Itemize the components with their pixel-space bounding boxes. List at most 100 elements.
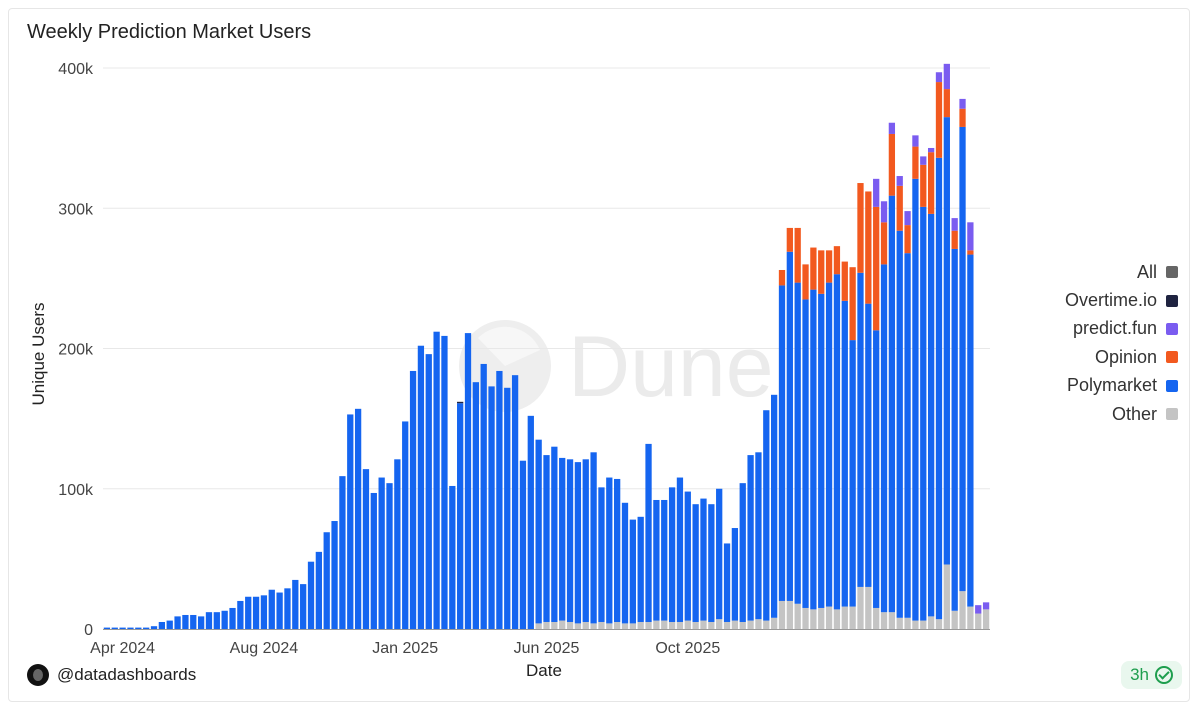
bar-opinion[interactable] (818, 250, 825, 294)
bar-polymarket[interactable] (221, 610, 228, 629)
bar-other[interactable] (668, 621, 676, 629)
bar-predict-fun[interactable] (982, 602, 990, 610)
bar-polymarket[interactable] (339, 476, 346, 629)
bar-other[interactable] (755, 619, 762, 629)
bar-polymarket[interactable] (700, 498, 707, 621)
bar-other[interactable] (614, 621, 621, 629)
bar-polymarket[interactable] (245, 596, 252, 629)
bar-polymarket[interactable] (755, 452, 762, 620)
bar-polymarket[interactable] (362, 469, 370, 629)
bar-other[interactable] (543, 621, 550, 629)
bar-opinion[interactable] (794, 227, 801, 283)
bar-polymarket[interactable] (472, 382, 479, 629)
bar-polymarket[interactable] (519, 460, 527, 629)
bar-other[interactable] (794, 603, 801, 629)
bar-other[interactable] (661, 620, 668, 629)
bar-polymarket[interactable] (150, 626, 158, 629)
bar-polymarket[interactable] (300, 584, 307, 629)
bar-polymarket[interactable] (433, 331, 440, 629)
bar-other[interactable] (849, 606, 856, 629)
bar-other[interactable] (723, 621, 731, 629)
bar-polymarket[interactable] (967, 254, 974, 607)
bar-polymarket[interactable] (197, 616, 205, 629)
bar-polymarket[interactable] (292, 579, 299, 629)
bar-polymarket[interactable] (865, 303, 872, 587)
bar-polymarket[interactable] (260, 595, 268, 629)
bar-polymarket[interactable] (504, 387, 511, 629)
bar-polymarket[interactable] (488, 386, 495, 629)
bar-other[interactable] (763, 620, 770, 629)
bar-other[interactable] (951, 610, 958, 629)
bar-other[interactable] (880, 612, 888, 629)
bar-polymarket[interactable] (119, 627, 126, 629)
bar-polymarket[interactable] (763, 410, 770, 621)
bar-other[interactable] (559, 620, 566, 629)
bar-other[interactable] (935, 619, 943, 629)
bar-polymarket[interactable] (951, 248, 958, 611)
legend-item-all[interactable]: All (1065, 258, 1178, 286)
bar-other[interactable] (590, 623, 597, 629)
bar-polymarket[interactable] (653, 499, 660, 621)
bar-polymarket[interactable] (739, 483, 746, 622)
bar-opinion[interactable] (943, 89, 950, 118)
bar-polymarket[interactable] (135, 627, 142, 629)
bar-polymarket[interactable] (347, 414, 354, 629)
bar-opinion[interactable] (935, 82, 943, 158)
bar-other[interactable] (684, 620, 691, 629)
bar-other[interactable] (771, 617, 778, 629)
legend-item-overtime[interactable]: Overtime.io (1065, 286, 1178, 314)
bar-polymarket[interactable] (229, 607, 236, 629)
bar-other[interactable] (731, 620, 739, 629)
bar-other[interactable] (747, 620, 754, 629)
bar-other[interactable] (904, 617, 911, 629)
bar-polymarket[interactable] (307, 561, 315, 629)
bar-polymarket[interactable] (566, 459, 574, 622)
bar-opinion[interactable] (880, 222, 888, 265)
bar-polymarket[interactable] (873, 330, 880, 608)
bar-other[interactable] (778, 600, 786, 629)
bar-other[interactable] (582, 621, 589, 629)
bar-polymarket[interactable] (794, 282, 801, 604)
bar-other[interactable] (802, 607, 809, 629)
bar-predict-fun[interactable] (912, 135, 919, 147)
bar-predict-fun[interactable] (927, 147, 935, 153)
bar-polymarket[interactable] (668, 487, 676, 622)
legend-item-polymarket[interactable]: Polymarket (1065, 372, 1178, 400)
bar-other[interactable] (606, 623, 613, 629)
bar-polymarket[interactable] (480, 363, 487, 629)
bar-polymarket[interactable] (731, 528, 739, 621)
bar-polymarket[interactable] (896, 230, 903, 618)
bar-other[interactable] (716, 619, 723, 629)
bar-opinion[interactable] (959, 108, 966, 127)
bar-polymarket[interactable] (182, 614, 189, 629)
bar-polymarket[interactable] (927, 213, 935, 617)
bar-polymarket[interactable] (747, 455, 754, 621)
bar-polymarket[interactable] (370, 492, 377, 629)
bar-other[interactable] (927, 616, 935, 629)
bar-other[interactable] (873, 607, 880, 629)
bar-polymarket[interactable] (205, 612, 213, 629)
bar-other[interactable] (825, 606, 833, 629)
bar-polymarket[interactable] (237, 600, 244, 629)
bar-polymarket[interactable] (425, 354, 432, 629)
bar-polymarket[interactable] (511, 375, 519, 629)
bar-polymarket[interactable] (778, 285, 786, 601)
bar-polymarket[interactable] (833, 274, 841, 610)
bar-opinion[interactable] (904, 225, 911, 254)
bar-polymarket[interactable] (174, 616, 181, 629)
bar-polymarket[interactable] (888, 195, 896, 613)
bar-other[interactable] (833, 609, 841, 629)
bar-opinion[interactable] (825, 250, 833, 283)
bar-polymarket[interactable] (441, 335, 448, 629)
bar-polymarket[interactable] (284, 588, 291, 629)
bar-other[interactable] (676, 621, 684, 629)
bar-predict-fun[interactable] (959, 98, 966, 109)
bar-polymarket[interactable] (771, 394, 778, 618)
bar-other[interactable] (818, 607, 825, 629)
bar-polymarket[interactable] (904, 253, 911, 618)
bar-polymarket[interactable] (621, 502, 629, 624)
bar-opinion[interactable] (810, 247, 817, 290)
bar-polymarket[interactable] (661, 499, 668, 621)
bar-predict-fun[interactable] (920, 156, 927, 165)
bar-polymarket[interactable] (543, 455, 550, 622)
